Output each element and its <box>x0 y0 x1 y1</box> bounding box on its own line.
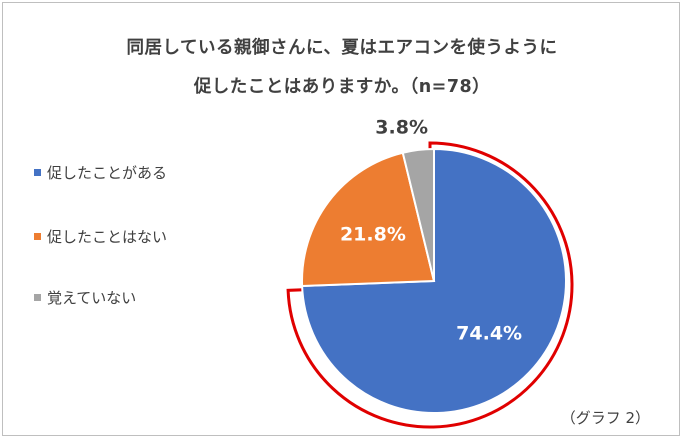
highlight-outline <box>286 141 574 429</box>
data-label-dont-remember: 3.8% <box>375 117 428 139</box>
chart-title-line-1: 同居している親御さんに、夏はエアコンを使うように <box>126 38 558 58</box>
legend-label-promoted: 促したことがある <box>47 163 168 182</box>
legend-item-not-promoted: 促したことはない <box>34 226 167 246</box>
data-label-not-promoted: 21.8% <box>340 223 406 245</box>
legend-swatch-not-promoted <box>34 232 41 240</box>
pie-slice-not-promoted <box>301 151 436 288</box>
legend-item-dont-remember: 覚えていない <box>34 287 136 307</box>
legend-swatch-promoted <box>34 168 41 176</box>
pie-slice-dont-remember <box>401 147 435 282</box>
legend-label-not-promoted: 促したことはない <box>47 227 168 246</box>
legend-swatch-dont-remember <box>34 293 41 301</box>
legend-item-promoted: 促したことがある <box>34 162 167 182</box>
chart-title-line-2: 促したことはありますか。（n=78） <box>193 77 491 97</box>
legend-label-dont-remember: 覚えていない <box>47 288 137 307</box>
chart-caption: （グラフ 2） <box>560 409 650 427</box>
data-label-promoted: 74.4% <box>456 323 522 345</box>
